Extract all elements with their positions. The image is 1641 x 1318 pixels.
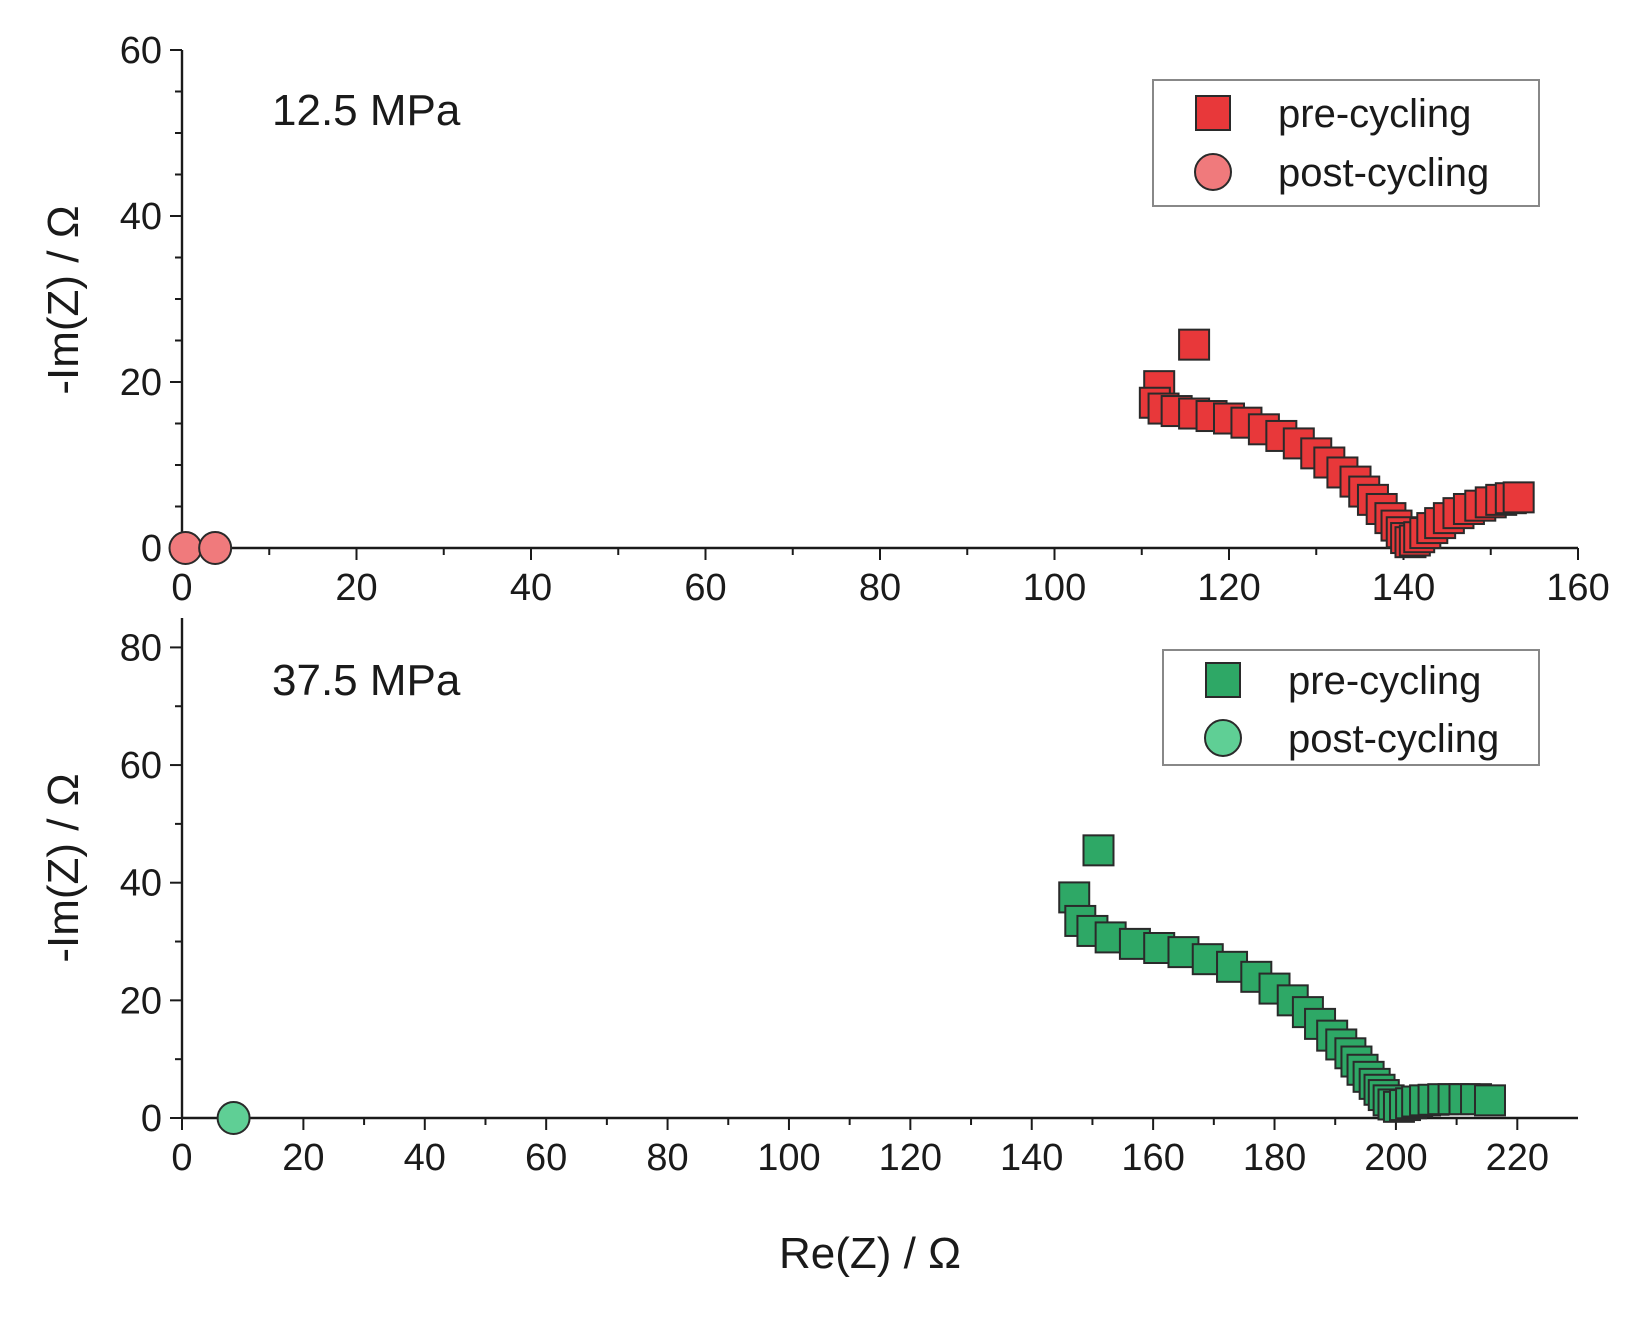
data-point-square [1082,834,1115,867]
data-point-circle [168,531,203,565]
data-point-circle [216,1101,251,1135]
y-tick-label: 20 [120,362,162,404]
x-tick-label: 100 [1023,567,1086,609]
x-tick-label: 20 [335,567,377,609]
y-tick-label: 20 [120,980,162,1022]
x-tick-label: 0 [171,567,192,609]
x-tick-label: 140 [1372,567,1435,609]
x-tick-label: 120 [1197,567,1260,609]
x-tick-label: 60 [525,1137,567,1179]
y-tick-label: 60 [120,745,162,787]
data-point-circle [198,531,233,565]
x-tick-label: 80 [646,1137,688,1179]
series-post-cycling [216,1101,251,1135]
legend: pre-cycling post-cycling [1152,79,1540,207]
x-tick-label: 120 [879,1137,942,1179]
panel-bottom: 0 20 40 60 80 100 120 140 160 180 200 220 0 20 40 60 80 -… [39,618,1578,1278]
y-axis-title: -Im(Z) / Ω [39,205,88,394]
legend: pre-cycling post-cycling [1162,649,1540,766]
x-tick-label: 200 [1364,1137,1427,1179]
series-pre-cycling [1138,328,1535,559]
y-tick-label: 40 [120,863,162,905]
x-tick-label: 160 [1121,1137,1184,1179]
legend-swatch-circle [1194,153,1232,191]
x-tick-label: 0 [171,1137,192,1179]
data-point-square [1178,328,1211,361]
x-tick-label: 40 [510,567,552,609]
x-tick-label: 20 [282,1137,324,1179]
data-point-square [1473,1084,1506,1117]
series-post-cycling [168,531,233,565]
legend-swatch-square [1195,95,1231,131]
x-tick-label: 40 [404,1137,446,1179]
x-tick-label: 180 [1243,1137,1306,1179]
legend-label: pre-cycling [1288,659,1481,703]
x-tick-label: 100 [757,1137,820,1179]
y-axis-title: -Im(Z) / Ω [39,773,88,962]
y-tick-label: 0 [141,528,162,570]
legend-label: post-cycling [1288,717,1499,761]
legend-swatch-square [1205,662,1241,698]
x-tick-label: 160 [1546,567,1609,609]
series-pre-cycling [1058,834,1506,1123]
x-tick-label: 140 [1000,1137,1063,1179]
y-tick-label: 40 [120,196,162,238]
y-tick-label: 60 [120,30,162,72]
pressure-annotation: 12.5 MPa [272,86,461,135]
x-axis-title: Re(Z) / Ω [779,1229,961,1278]
data-point-square [1502,481,1535,514]
x-tick-label: 80 [859,567,901,609]
y-tick-label: 0 [141,1098,162,1140]
pressure-annotation: 37.5 MPa [272,656,461,705]
legend-swatch-circle [1204,719,1242,757]
panel-top: 0 20 40 60 80 100 120 140 160 0 20 40 60 -Im(Z) / Ω 12… [39,30,1610,609]
legend-label: post-cycling [1278,151,1489,195]
y-tick-label: 80 [120,627,162,669]
legend-label: pre-cycling [1278,92,1471,136]
x-tick-label: 60 [684,567,726,609]
x-tick-label: 220 [1486,1137,1549,1179]
